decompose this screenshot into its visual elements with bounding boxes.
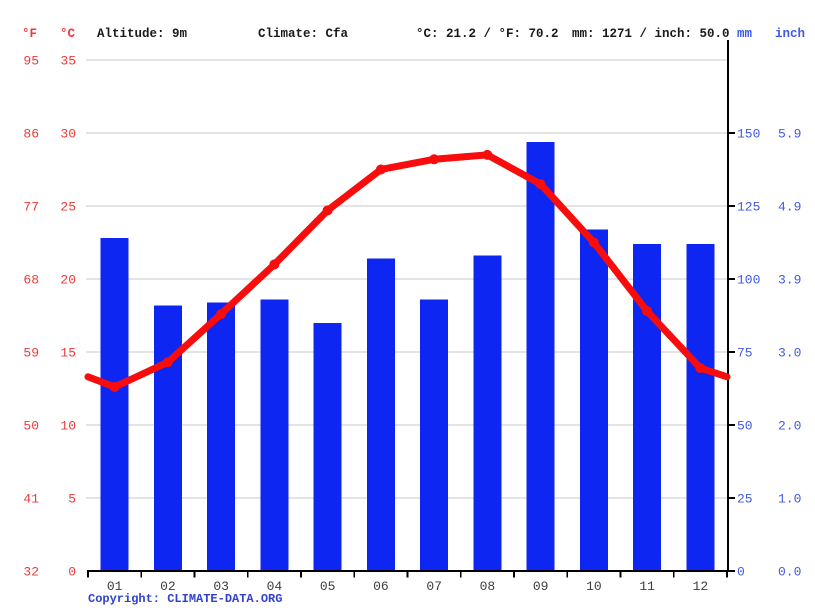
precip-bar-10: [579, 229, 608, 572]
month-label-07: 07: [426, 579, 442, 594]
temp-point-04: [269, 259, 280, 270]
temp-point-11: [642, 306, 653, 317]
precip-total-label: mm: 1271 / inch: 50.0: [572, 27, 730, 41]
temp-point-05: [322, 205, 333, 216]
mm-tick-label: 125: [737, 200, 760, 215]
inch-tick-label: 5.9: [778, 127, 801, 142]
f-tick-label: 95: [23, 54, 39, 69]
f-unit-label: °F: [22, 27, 38, 41]
mm-tick-label: 25: [737, 492, 753, 507]
temp-point-02: [162, 357, 173, 368]
temp-point-06: [375, 164, 386, 175]
f-tick-label: 59: [23, 346, 39, 361]
precip-bar-01: [100, 238, 129, 571]
precip-bar-08: [473, 255, 502, 571]
f-tick-label: 86: [23, 127, 39, 142]
month-label-04: 04: [267, 579, 283, 594]
f-tick-label: 68: [23, 273, 39, 288]
mm-tick-label: 50: [737, 419, 753, 434]
f-tick-label: 41: [23, 492, 39, 507]
precip-bar-07: [420, 299, 449, 571]
temp-point-09: [535, 179, 546, 190]
precip-bar-09: [526, 141, 555, 571]
c-tick-label: 25: [60, 200, 76, 215]
temp-point-07: [429, 154, 440, 165]
precip-bar-03: [207, 302, 236, 571]
c-tick-label: 20: [60, 273, 76, 288]
inch-tick-label: 0.0: [778, 565, 801, 580]
temperature-line: [84, 151, 731, 391]
month-label-01: 01: [107, 579, 123, 594]
month-label-02: 02: [160, 579, 176, 594]
month-label-06: 06: [373, 579, 389, 594]
c-tick-label: 0: [68, 565, 76, 580]
precip-bar-04: [260, 299, 289, 571]
inch-tick-label: 2.0: [778, 419, 801, 434]
inch-tick-label: 1.0: [778, 492, 801, 507]
c-tick-label: 30: [60, 127, 76, 142]
month-label-10: 10: [586, 579, 602, 594]
temp-point-01: [109, 382, 120, 393]
mm-tick-label: 100: [737, 273, 760, 288]
temp-point-03: [216, 309, 227, 320]
inch-tick-label: 3.0: [778, 346, 801, 361]
f-tick-label: 32: [23, 565, 39, 580]
inch-tick-label: 3.9: [778, 273, 801, 288]
mm-tick-label: 150: [737, 127, 760, 142]
inch-unit-label: inch: [775, 27, 806, 41]
month-label-08: 08: [480, 579, 496, 594]
month-label-03: 03: [213, 579, 229, 594]
f-tick-label: 50: [23, 419, 39, 434]
precip-bar-12: [686, 243, 715, 571]
c-tick-label: 5: [68, 492, 76, 507]
month-label-11: 11: [639, 579, 655, 594]
precip-bar-02: [153, 305, 182, 571]
c-tick-label: 15: [60, 346, 76, 361]
climate-label: Climate: Cfa: [258, 27, 349, 41]
altitude-label: Altitude: 9m: [97, 27, 188, 41]
precip-bar-06: [366, 258, 395, 571]
mm-tick-label: 0: [737, 565, 745, 580]
temp-point-10: [588, 237, 599, 248]
mm-tick-label: 75: [737, 346, 753, 361]
month-label-12: 12: [693, 579, 709, 594]
copyright-link[interactable]: Copyright: CLIMATE-DATA.ORG: [88, 592, 283, 606]
avg-temp-label: °C: 21.2 / °F: 70.2: [416, 27, 559, 41]
precip-bar-05: [313, 322, 342, 571]
temp-point-12: [695, 363, 706, 374]
mm-unit-label: mm: [737, 27, 753, 41]
c-unit-label: °C: [60, 27, 76, 41]
c-tick-label: 10: [60, 419, 76, 434]
month-label-09: 09: [533, 579, 549, 594]
temp-point-08: [482, 149, 493, 160]
f-tick-label: 77: [23, 200, 39, 215]
inch-tick-label: 4.9: [778, 200, 801, 215]
c-tick-label: 35: [60, 54, 76, 69]
month-label-05: 05: [320, 579, 336, 594]
